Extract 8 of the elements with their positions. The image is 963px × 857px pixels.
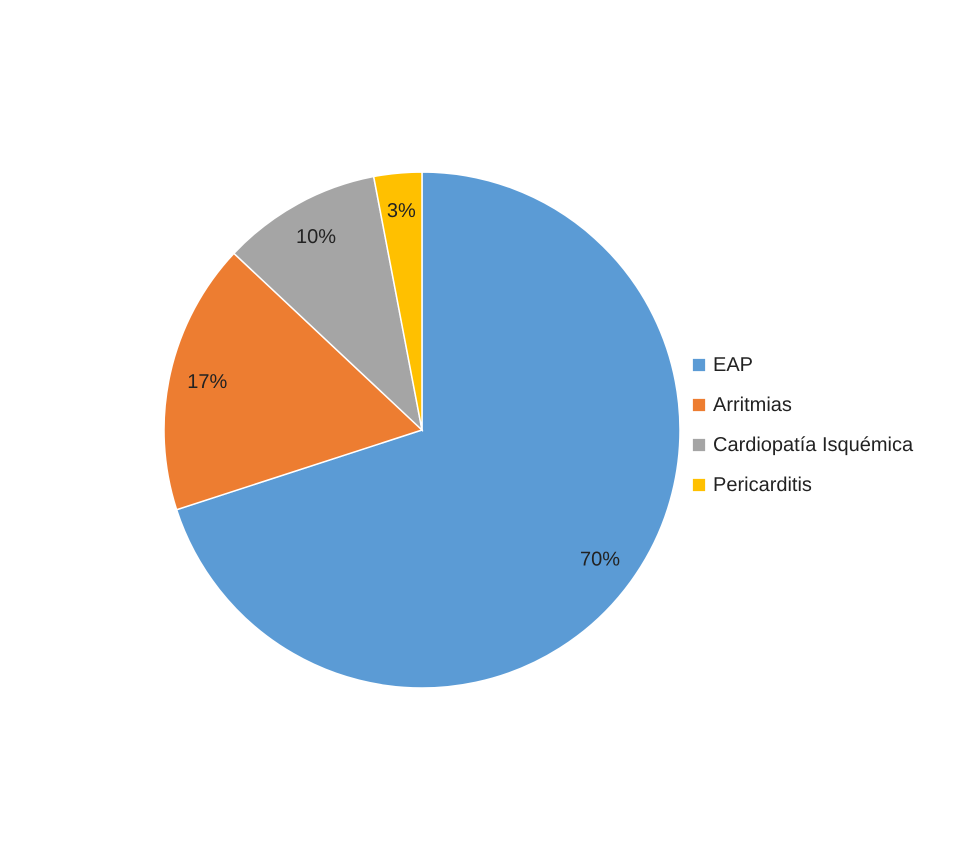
data-label: 17% (187, 371, 228, 394)
data-label: 70% (580, 548, 620, 570)
legend-label: Arritmias (713, 394, 792, 416)
legend-label: Cardiopatía Isquémica (713, 434, 914, 456)
data-label: 3% (386, 200, 416, 222)
data-label: 10% (296, 226, 336, 248)
legend-label: EAP (713, 354, 754, 376)
legend-label: Pericarditis (713, 474, 812, 496)
